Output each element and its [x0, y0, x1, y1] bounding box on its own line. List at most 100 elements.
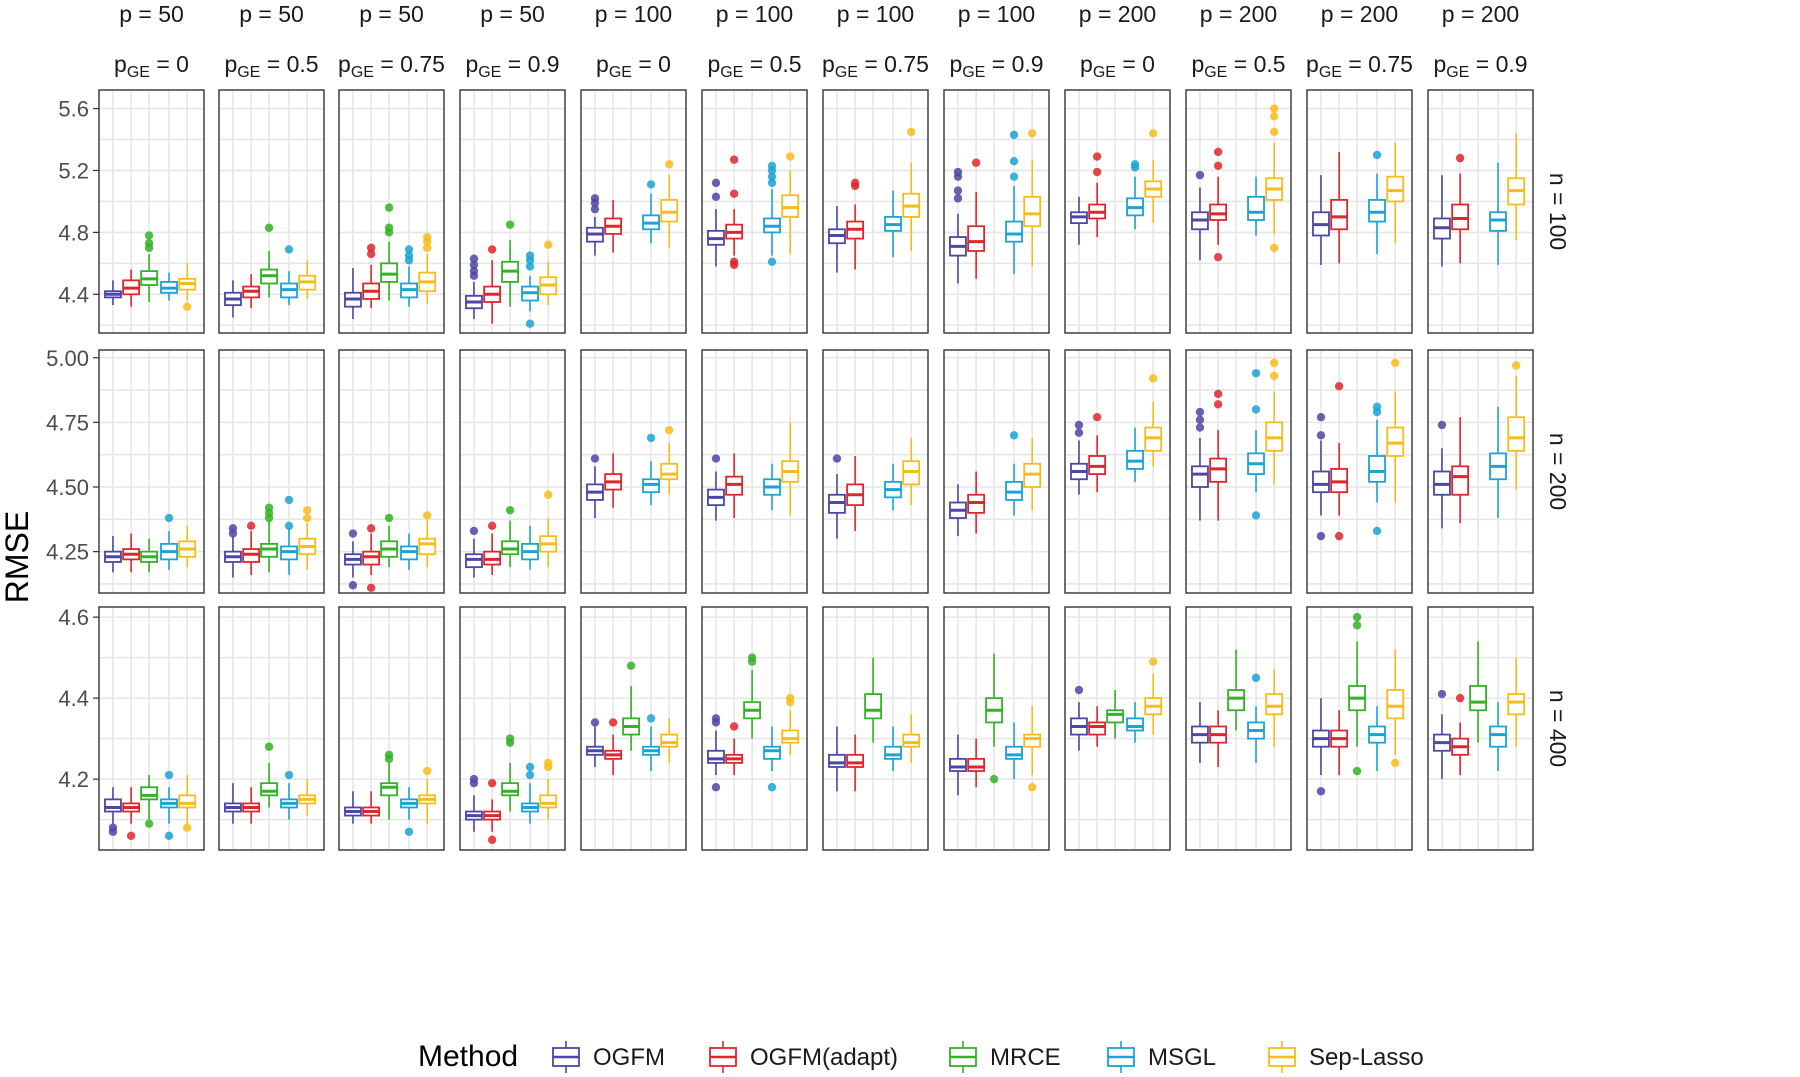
outlier-point — [1352, 766, 1362, 776]
outlier-point — [1391, 758, 1400, 768]
box-ogfm — [707, 454, 725, 521]
facet-panel — [822, 606, 929, 851]
panel-border — [943, 349, 1050, 594]
box-msgl — [642, 180, 660, 244]
box-sep-lasso — [1144, 374, 1163, 467]
box-iqr — [1451, 203, 1470, 231]
box-msgl — [1126, 427, 1144, 482]
box-iqr — [140, 786, 158, 801]
y-tick-label: 4.4 — [58, 686, 89, 711]
box-msgl — [280, 770, 298, 820]
panel-border — [98, 606, 205, 851]
facet-panel — [822, 349, 929, 594]
outlier-point — [469, 526, 479, 536]
box-iqr — [380, 262, 398, 283]
box-ogfm — [707, 714, 725, 792]
outlier-point — [1316, 531, 1326, 541]
box-sep-lasso — [1507, 657, 1526, 747]
box-ogfm-adapt — [604, 718, 623, 776]
facet-panel — [1064, 89, 1171, 334]
outlier-point — [183, 823, 192, 832]
box-msgl — [763, 161, 781, 267]
legend-entry-msgl: MSGL — [1107, 1041, 1216, 1073]
strip-p-label: p = 200 — [1442, 1, 1519, 27]
facet-panel — [701, 89, 808, 334]
outlier-point — [711, 714, 721, 723]
outlier-point — [1149, 657, 1158, 666]
panel-background — [219, 607, 324, 850]
box-ogfm-adapt — [242, 787, 261, 824]
box-sep-lasso — [178, 263, 197, 311]
box-sep-lasso — [298, 779, 317, 816]
box-msgl — [1005, 431, 1023, 516]
outlier-point — [665, 160, 674, 169]
outlier-point — [1334, 381, 1344, 391]
panel-border — [943, 606, 1050, 851]
box-mrce — [501, 220, 519, 307]
strip-pge-label: pGE = 0.75 — [1306, 51, 1413, 81]
box-iqr — [1469, 685, 1487, 712]
outlier-point — [487, 835, 497, 845]
outlier-point — [1437, 420, 1447, 430]
panel-border — [218, 89, 325, 334]
box-iqr — [1126, 717, 1144, 732]
facet-panel — [1306, 89, 1413, 334]
box-msgl — [400, 533, 418, 570]
box-msgl — [642, 433, 660, 506]
outlier-point — [1213, 147, 1223, 157]
box-sep-lasso — [539, 758, 558, 820]
outlier-point — [303, 506, 312, 515]
box-ogfm — [1312, 413, 1330, 541]
panel-background — [99, 607, 204, 850]
box-sep-lasso — [1023, 129, 1042, 267]
panel-border — [580, 606, 687, 851]
panel-border — [1306, 349, 1413, 594]
panel-border — [1427, 89, 1534, 334]
box-ogfm — [344, 529, 362, 590]
box-mrce — [260, 742, 278, 808]
panel-border — [98, 349, 205, 594]
strip-p-label: p = 100 — [837, 1, 914, 27]
box-sep-lasso — [660, 425, 679, 495]
facet-panel — [98, 606, 205, 851]
panel-border — [943, 89, 1050, 334]
box-msgl — [1368, 402, 1386, 536]
outlier-point — [366, 249, 376, 259]
facet-panel — [701, 606, 808, 851]
box-iqr — [660, 733, 679, 748]
box-mrce — [1348, 612, 1366, 776]
outlier-point — [525, 262, 535, 271]
box-msgl — [1489, 406, 1507, 519]
box-ogfm — [104, 536, 122, 573]
box-iqr — [846, 753, 865, 768]
box-iqr — [104, 798, 122, 813]
outlier-point — [284, 770, 294, 780]
box-iqr — [1191, 465, 1209, 488]
outlier-point — [384, 223, 394, 232]
outlier-point — [1270, 127, 1279, 136]
outlier-point — [1270, 358, 1279, 368]
legend-entry-sep-lasso: Sep-Lasso — [1268, 1041, 1424, 1073]
box-ogfm — [1433, 420, 1451, 529]
strip-pge-label: pGE = 0.75 — [338, 51, 445, 81]
outlier-point — [1195, 407, 1205, 417]
outlier-point — [1270, 112, 1279, 121]
box-iqr — [864, 693, 882, 720]
legend-label: OGFM(adapt) — [750, 1044, 898, 1071]
outlier-point — [144, 239, 154, 248]
outlier-point — [366, 583, 376, 593]
box-ogfm — [465, 526, 483, 578]
outlier-point — [423, 511, 432, 520]
outlier-point — [487, 778, 497, 788]
legend: Method OGFM OGFM(adapt) MRCE MSGL Sep-Lasso — [418, 1040, 1424, 1073]
strip-p-label: p = 200 — [1200, 1, 1277, 27]
outlier-point — [303, 513, 312, 523]
panel-background — [702, 607, 807, 850]
y-tick-label: 4.25 — [46, 540, 89, 565]
panel-border — [1306, 606, 1413, 851]
outlier-point — [832, 454, 842, 463]
box-iqr — [781, 729, 800, 744]
outlier-point — [626, 661, 636, 670]
outlier-point — [1251, 673, 1261, 683]
facet-panel — [338, 349, 445, 594]
